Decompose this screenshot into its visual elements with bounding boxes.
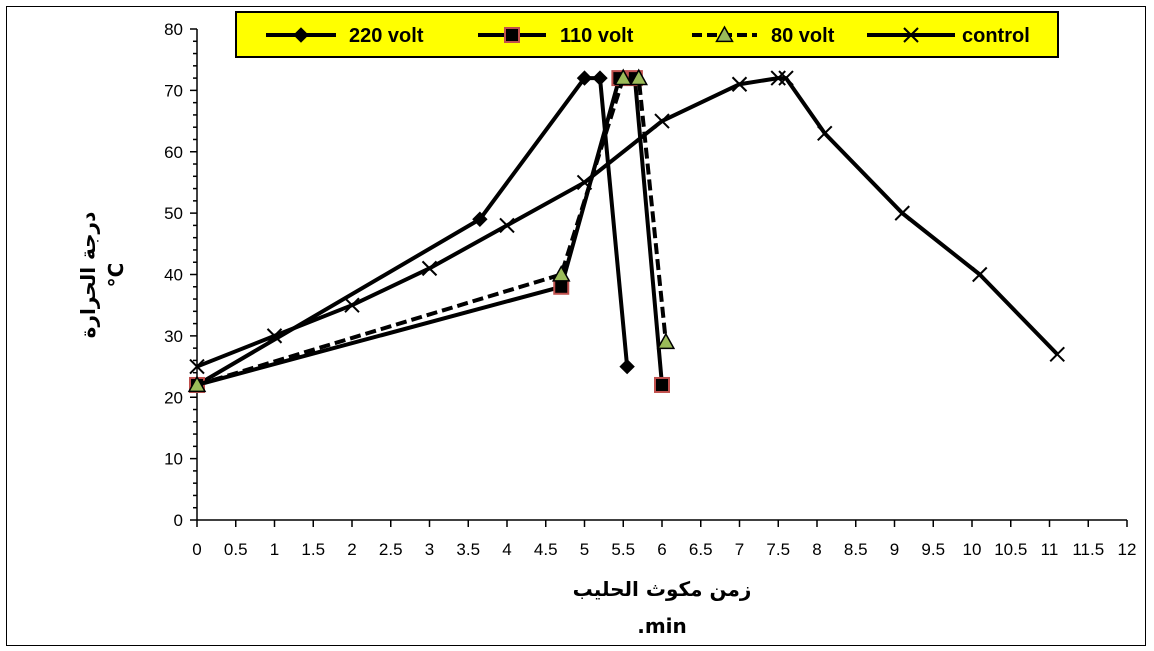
data-point [817,125,833,142]
x-marker-stroke [972,266,988,283]
data-point [576,70,593,86]
x-axis-unit: .min [637,614,687,638]
legend-item: 110 volt [478,25,634,47]
legend-item: control [867,25,1030,47]
data-point [770,70,786,86]
x-tick-label: 8.5 [844,540,868,559]
chart-frame [6,6,1146,646]
y-axis-unit: °C [104,263,128,288]
data-point [472,211,488,227]
x-tick-label: 0.5 [224,540,248,559]
data-point [421,260,438,277]
data-point [656,332,676,350]
x-marker-stroke [189,358,205,375]
x-tick-label: 1.5 [301,540,325,559]
data-point [715,25,734,43]
x-tick-label: 6.5 [689,540,713,559]
x-marker-stroke [770,70,786,86]
x-tick-label: 12 [1118,540,1137,559]
x-marker-stroke [731,76,748,92]
data-point [778,70,794,86]
x-tick-label: 11 [1041,540,1059,559]
legend-label: 220 volt [349,25,424,47]
y-tick-label: 70 [164,81,183,100]
y-tick-label: 80 [164,20,183,39]
data-point [504,27,520,43]
legend-label: control [962,25,1030,47]
data-point [903,27,919,43]
data-point [553,278,570,295]
x-tick-label: 8 [812,540,821,559]
data-point [551,264,571,282]
data-point [619,358,635,375]
series-line [196,76,1059,369]
x-marker-stroke [903,27,919,43]
x-marker-stroke [344,297,360,313]
x-tick-label: 3.5 [456,540,480,559]
series-110-volt [189,70,670,393]
data-point [654,376,670,393]
x-tick-label: 9.5 [921,540,945,559]
x-tick-label: 7 [735,540,744,559]
x-tick-label: 2 [347,540,356,559]
x-marker-stroke [778,70,794,86]
x-marker-stroke [576,174,593,191]
x-marker-stroke [894,205,910,221]
data-point [894,205,910,221]
data-point [613,68,633,86]
data-point [972,266,988,283]
data-point [187,375,207,393]
x-tick-label: 9 [890,540,899,559]
x-tick-label: 5 [580,540,589,559]
y-tick-label: 50 [164,204,183,223]
x-tick-label: 5.5 [611,540,635,559]
x-marker-stroke [499,217,515,234]
x-tick-label: 2.5 [379,540,403,559]
x-tick-label: 6 [657,540,666,559]
x-tick-label: 0 [192,540,201,559]
y-tick-label: 20 [164,388,183,407]
x-tick-label: 3 [425,540,434,559]
x-marker-stroke [817,125,833,142]
data-point [344,297,360,313]
series-80-volt [187,68,676,393]
y-tick-label: 40 [164,266,183,285]
x-tick-label: 10 [963,540,982,559]
data-point [731,76,748,92]
data-point [499,217,515,234]
legend-label: 80 volt [771,25,835,47]
x-tick-label: 11.5 [1072,540,1104,559]
x-marker-stroke [654,113,670,129]
x-tick-label: 1 [270,540,279,559]
legend-label: 110 volt [560,25,634,47]
x-tick-label: 4 [502,540,511,559]
x-tick-label: 7.5 [766,540,790,559]
legend-item: 220 volt [266,25,424,47]
data-point [293,27,309,43]
legend: 220 volt 110 volt 80 volt control [235,11,1059,58]
series-control [189,70,1065,375]
data-point [629,68,649,86]
y-tick-label: 60 [164,143,183,162]
data-point [1049,346,1065,362]
x-tick-label: 10.5 [994,540,1027,559]
y-tick-label: 0 [174,511,183,530]
x-marker-stroke [421,260,438,277]
legend-item: 80 volt [692,25,835,47]
data-point [592,70,608,86]
x-axis-title: زمن مكوث الحليب [573,577,752,601]
data-point [189,358,205,375]
data-point [654,113,670,129]
y-tick-label: 30 [164,327,183,346]
series-layer [187,68,1065,393]
x-tick-label: 4.5 [534,540,558,559]
x-marker-stroke [1049,346,1065,362]
y-tick-label: 10 [164,450,183,469]
y-axis-title: درجة الحرارة [76,212,100,339]
